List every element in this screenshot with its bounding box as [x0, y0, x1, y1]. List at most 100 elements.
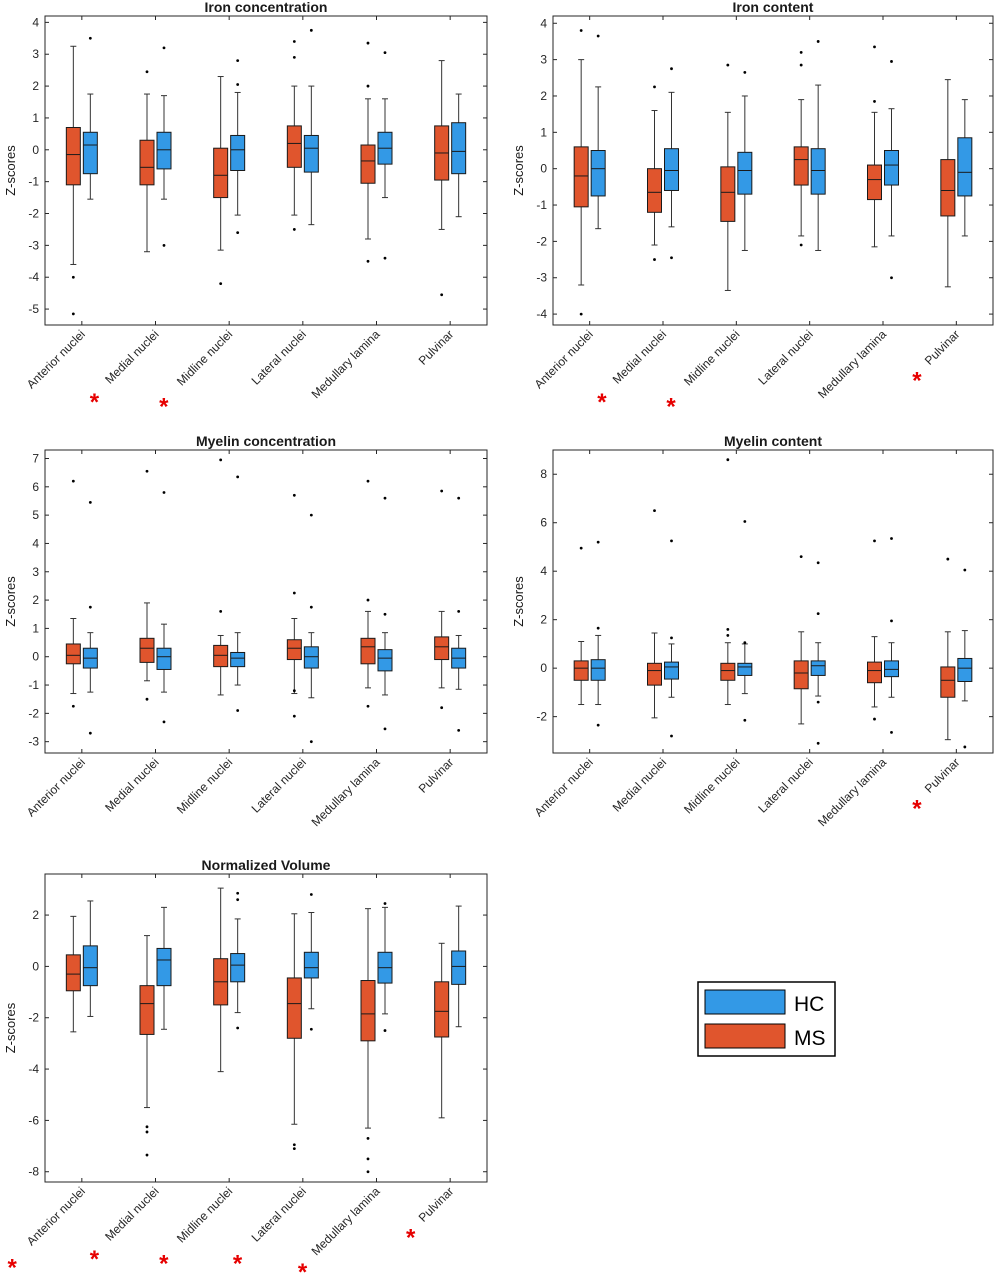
y-tick-label: 2 [540, 613, 547, 627]
y-tick-label: 0 [540, 661, 547, 675]
box-iqr [590, 150, 606, 197]
outlier-point [383, 612, 387, 616]
y-tick-label: -1 [28, 678, 39, 692]
y-axis-label: Z-scores [3, 145, 18, 196]
y-axis-label: Z-scores [3, 576, 18, 627]
chart-title: Myelin content [724, 433, 822, 449]
box-iqr [867, 164, 882, 201]
plot-area [44, 15, 488, 326]
box-iqr [156, 131, 172, 170]
box-iqr [940, 159, 956, 217]
box-iqr [664, 148, 679, 191]
outlier-point [236, 1026, 240, 1030]
outlier-point [743, 520, 747, 523]
box-ms [434, 942, 450, 1119]
outlier-point [236, 231, 240, 235]
y-tick-label: -4 [28, 1062, 39, 1076]
y-tick-label: 1 [540, 125, 547, 139]
box-hc [884, 537, 899, 734]
outlier-point [596, 34, 600, 38]
box-hc [664, 67, 679, 260]
box-hc [957, 99, 973, 237]
outlier-point [162, 243, 166, 247]
box-hc [156, 906, 172, 1030]
box-hc [810, 561, 826, 745]
box-hc [156, 491, 172, 724]
box-ms [139, 70, 155, 253]
y-tick-label: -1 [28, 175, 39, 189]
outlier-point [162, 720, 166, 724]
box-ms [573, 546, 589, 706]
outlier-point [670, 734, 673, 738]
box-hc [377, 902, 393, 1032]
box-ms [360, 41, 376, 263]
box-hc [590, 34, 606, 230]
y-tick-label: -5 [28, 302, 39, 316]
box-iqr [957, 137, 973, 197]
legend-swatch-hc [704, 989, 786, 1015]
box-iqr [573, 146, 589, 208]
box-ms [647, 85, 662, 261]
box-iqr [451, 950, 467, 985]
chart-title: Iron concentration [205, 0, 328, 15]
outlier-point [596, 626, 600, 630]
y-tick-label: 2 [32, 79, 39, 93]
y-tick-label: 3 [32, 47, 39, 61]
y-tick-label: -4 [28, 270, 39, 284]
outlier-point [743, 641, 747, 645]
significance-star: * [233, 1250, 243, 1277]
box-ms [647, 509, 662, 719]
outlier-point [799, 63, 803, 67]
outlier-point [219, 610, 223, 613]
box-hc [451, 496, 467, 732]
box-iqr [810, 148, 826, 195]
outlier-point [799, 243, 803, 247]
y-tick-label: 0 [540, 162, 547, 176]
y-axis-label: Z-scores [511, 145, 526, 196]
outlier-point [292, 40, 296, 43]
box-ms [360, 479, 376, 708]
box-ms [793, 555, 809, 725]
box-hc [156, 46, 172, 247]
outlier-point [579, 312, 583, 316]
significance-star: * [298, 1259, 308, 1280]
box-hc [230, 475, 246, 712]
chart-title: Myelin concentration [196, 433, 336, 449]
outlier-point [873, 717, 876, 721]
significance-star: * [912, 795, 922, 822]
outlier-point [292, 1147, 296, 1151]
y-tick-label: -2 [28, 706, 39, 720]
outlier-point [366, 704, 370, 708]
y-tick-label: -2 [536, 234, 547, 248]
outlier-point [890, 60, 893, 63]
outlier-point [873, 100, 876, 103]
y-tick-label: 4 [32, 536, 39, 550]
box-hc [664, 539, 679, 738]
outlier-point [890, 730, 893, 734]
box-ms [867, 539, 882, 721]
box-iqr [360, 980, 376, 1042]
outlier-point [292, 714, 296, 718]
outlier-point [816, 561, 820, 565]
outlier-point [71, 312, 75, 316]
box-hc [377, 496, 393, 731]
outlier-point [816, 612, 820, 616]
outlier-point [236, 891, 240, 895]
box-iqr [434, 636, 450, 661]
outlier-point [743, 718, 747, 722]
y-tick-label: -2 [28, 1011, 39, 1025]
outlier-point [366, 1136, 370, 1140]
outlier-point [726, 63, 730, 67]
outlier-point [963, 568, 967, 572]
outlier-point [579, 546, 583, 550]
outlier-point [88, 36, 92, 40]
outlier-point [88, 500, 92, 504]
outlier-point [219, 282, 223, 285]
outlier-point [145, 697, 149, 701]
outlier-point [309, 1027, 313, 1031]
outlier-point [292, 591, 296, 595]
outlier-point [963, 745, 967, 749]
box-ms [213, 458, 229, 696]
